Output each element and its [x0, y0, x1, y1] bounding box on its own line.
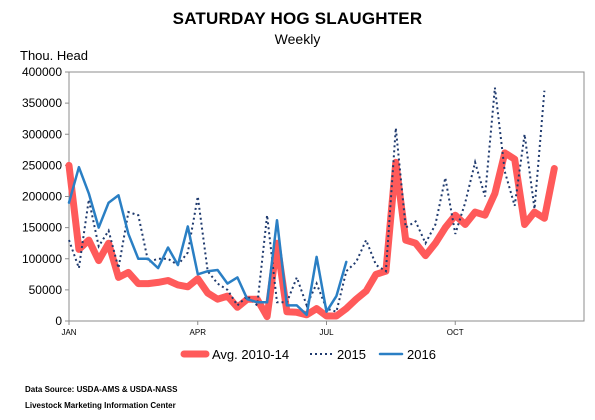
legend-label-1: Avg. 2010-14 [212, 347, 289, 362]
x-tick-label: JAN [61, 328, 76, 337]
chart-axes: 0 50000 100000 150000 200000 250000 300000 3500… [22, 65, 585, 337]
data-source-note: Data Source: USDA-AMS & USDA-NASS [25, 385, 178, 394]
x-tick-label: APR [190, 328, 207, 337]
x-tick-label: OCT [447, 328, 464, 337]
source-organization-note: Livestock Marketing Information Center [25, 401, 176, 410]
y-tick-label: 200000 [22, 190, 62, 204]
y-tick-label: 150000 [22, 221, 62, 235]
series-layer [65, 87, 558, 321]
y-tick-label: 0 [55, 314, 62, 328]
x-tick-label: JUL [319, 328, 334, 337]
chart-title: SATURDAY HOG SLAUGHTER [172, 9, 423, 28]
y-tick-label: 50000 [29, 283, 63, 297]
series-line-1 [65, 149, 558, 321]
y-axis-label: Thou. Head [20, 48, 88, 63]
series-line-3 [67, 165, 348, 317]
y-tick-label: 400000 [22, 65, 62, 79]
series-line-2 [68, 87, 546, 313]
y-tick-label: 300000 [22, 127, 62, 141]
legend-label-2: 2015 [337, 347, 366, 362]
chart-legend: Avg. 2010-14 2015 2016 [180, 347, 436, 362]
chart-subtitle: Weekly [274, 31, 321, 47]
y-tick-label: 250000 [22, 158, 62, 172]
legend-label-3: 2016 [407, 347, 436, 362]
y-tick-label: 100000 [22, 252, 62, 266]
y-tick-label: 350000 [22, 96, 62, 110]
